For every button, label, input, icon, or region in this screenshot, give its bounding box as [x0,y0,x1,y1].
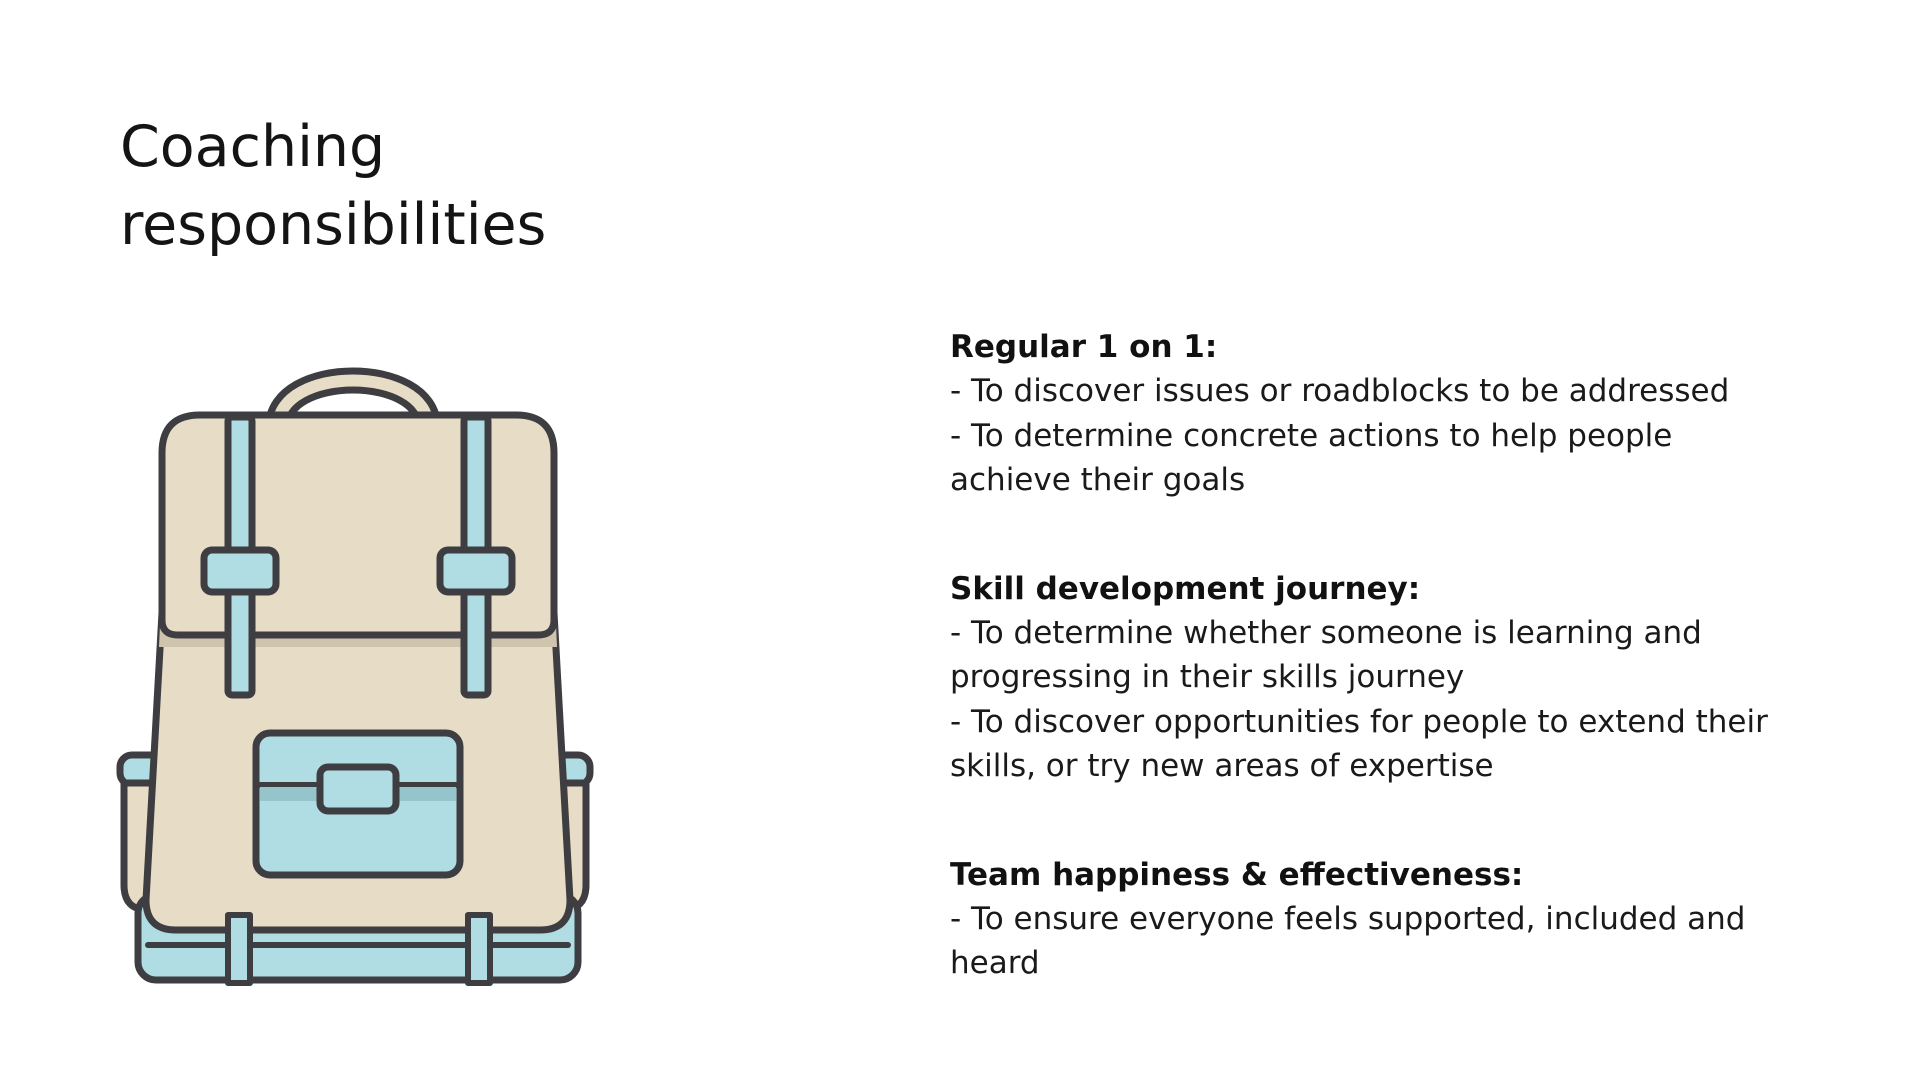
title-line-2: responsibilities [120,192,547,258]
section-heading: Team happiness & effectiveness: [950,856,1524,893]
section-line: - To determine whether someone is learni… [950,614,1702,651]
section-team-happiness: Team happiness & effectiveness: - To ens… [950,853,1850,986]
section-line: progressing in their skills journey [950,659,1465,695]
section-line: - To ensure everyone feels supported, in… [950,900,1746,937]
section-heading: Skill development journey: [950,570,1421,607]
section-line: - To discover opportunities for people t… [950,703,1768,740]
section-line: heard [950,945,1040,981]
title-line-1: Coaching [120,114,386,180]
backpack-illustration [108,355,608,995]
section-heading: Regular 1 on 1: [950,329,1218,365]
section-line: skills, or try new areas of expertise [950,748,1494,784]
section-skill-development: Skill development journey: - To determin… [950,567,1850,789]
section-line: - To determine concrete actions to help … [950,417,1673,454]
responsibilities-list: Regular 1 on 1: - To discover issues or … [950,325,1850,1050]
backpack-icon [116,367,594,986]
slide-title: Coaching responsibilities [120,108,820,264]
section-line: achieve their goals [950,462,1246,498]
section-line: - To discover issues or roadblocks to be… [950,373,1730,409]
section-regular-1-on-1: Regular 1 on 1: - To discover issues or … [950,325,1850,503]
